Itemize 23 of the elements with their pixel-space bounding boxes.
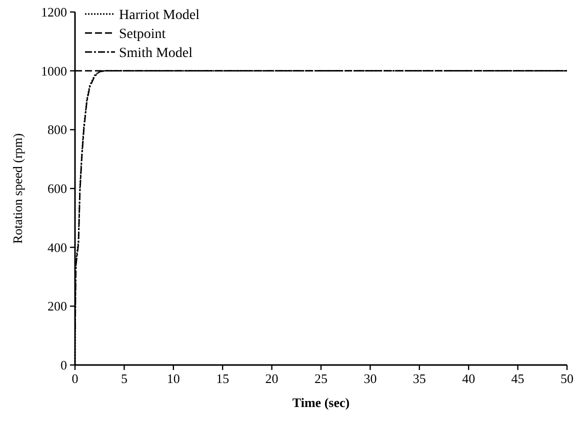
y-tick-label: 800 — [48, 122, 67, 138]
x-tick-label: 15 — [216, 371, 230, 386]
x-tick-label: 20 — [265, 371, 278, 386]
x-tick-label: 40 — [462, 371, 476, 386]
legend-label: Smith Model — [119, 46, 193, 61]
x-tick-label: 45 — [511, 371, 524, 386]
x-tick-label: 30 — [364, 371, 377, 386]
x-tick-label: 5 — [120, 371, 128, 386]
x-tick-label: 10 — [166, 371, 180, 386]
y-tick-label: 600 — [48, 181, 67, 196]
y-tick-label: 200 — [48, 298, 67, 314]
legend-label: Setpoint — [119, 26, 166, 42]
x-tick-label: 0 — [72, 371, 78, 386]
y-tick-label: 1000 — [41, 63, 67, 78]
legend-label: Harriot Model — [119, 8, 200, 23]
y-axis-title: Rotation speed (rpm) — [10, 133, 25, 244]
y-tick-label: 0 — [60, 358, 67, 373]
x-tick-label: 25 — [314, 371, 328, 386]
x-tick-label: 35 — [412, 371, 426, 386]
y-tick-label: 1200 — [41, 4, 67, 20]
x-tick-label: 50 — [560, 371, 574, 386]
y-tick-label: 400 — [48, 240, 67, 255]
x-axis-title: Time (sec) — [292, 395, 350, 410]
